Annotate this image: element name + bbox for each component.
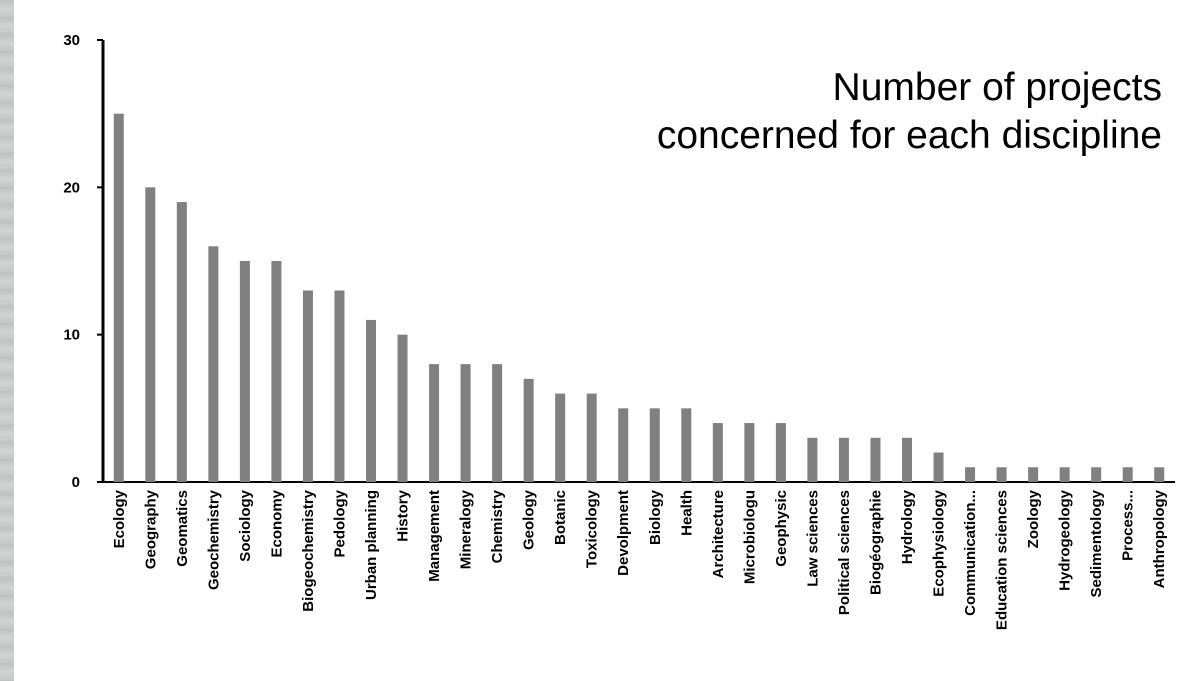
chart-axes	[101, 40, 1175, 483]
x-category-label: Communication...	[962, 490, 979, 616]
x-category-label: Process...	[1120, 490, 1137, 561]
bars	[113, 113, 1165, 483]
x-category-label: Chemistry	[489, 489, 506, 563]
bar-urban-planning	[366, 319, 376, 482]
bar-hydrogeology	[1059, 467, 1070, 482]
bar-ecophysiology	[933, 452, 944, 482]
x-category-label: Political sciences	[836, 490, 853, 615]
bar-geophysic	[775, 423, 786, 482]
x-category-label: History	[395, 489, 412, 541]
bar-history	[397, 334, 408, 482]
x-category-label: Geochemistry	[205, 489, 222, 590]
x-category-label: Geophysic	[773, 490, 790, 567]
chart-title-line-2: concerned for each discipline	[656, 114, 1162, 157]
x-tick-labels: Ecology Geography Geomatics Geochemistry Soc…	[111, 489, 1168, 630]
bar-education-sciences	[996, 467, 1007, 482]
x-category-label: Devolpment	[615, 490, 632, 576]
y-ticks: 0 10 20 30	[63, 32, 103, 491]
x-category-label: Anthropology	[1151, 489, 1168, 588]
bar-geochemistry	[208, 246, 219, 482]
x-category-label: Biogéographie	[867, 490, 884, 595]
x-category-label: Zoology	[1025, 489, 1042, 548]
bar-chemistry	[492, 364, 503, 482]
x-category-label: Sedimentology	[1088, 489, 1105, 597]
bar-microbiologu	[744, 423, 755, 482]
bar-zoology	[1028, 467, 1039, 482]
x-category-label: Ecophysiology	[931, 489, 948, 596]
bar-geography	[145, 187, 156, 483]
bar-management	[429, 364, 440, 482]
chart-title-line-1: Number of projects	[832, 66, 1162, 109]
bar-mineralogy	[460, 364, 471, 482]
y-tick-label: 0	[72, 474, 80, 491]
bar-health	[681, 408, 692, 482]
bar-devolpment	[618, 408, 629, 482]
x-category-label: Mineralogy	[458, 489, 475, 569]
x-category-label: Botanic	[552, 490, 569, 545]
chart-title: Number of projects concerned for each di…	[657, 64, 1162, 160]
bar-anthropology	[1154, 467, 1165, 482]
x-category-label: Architecture	[710, 490, 727, 578]
bar-geology	[523, 378, 534, 482]
bar-economy	[271, 261, 282, 482]
x-category-label: Urban planning	[363, 490, 380, 600]
bar-botanic	[555, 393, 566, 482]
x-category-label: Biogeochemistry	[300, 489, 317, 611]
x-category-label: Hydrology	[899, 489, 916, 564]
bar-communication	[965, 467, 976, 482]
bar-biology	[649, 408, 660, 482]
x-category-label: Hydrogeology	[1057, 489, 1074, 590]
x-category-label: Geology	[521, 489, 538, 550]
x-category-label: Ecology	[111, 489, 128, 548]
bar-architecture	[712, 423, 723, 482]
x-category-label: Toxicology	[584, 489, 601, 568]
x-category-label: Management	[426, 490, 443, 582]
y-tick-label: 20	[63, 179, 80, 196]
x-category-label: Sociology	[237, 489, 254, 561]
bar-sedimentology	[1091, 467, 1102, 482]
y-tick-label: 10	[63, 327, 80, 344]
x-category-label: Health	[678, 490, 695, 536]
y-tick-label: 30	[63, 32, 80, 49]
x-category-label: Education sciences	[994, 490, 1011, 630]
bar-biogeochemistry	[302, 290, 313, 482]
bar-ecology	[113, 113, 124, 483]
x-category-label: Geomatics	[174, 490, 191, 567]
x-category-label: Economy	[268, 489, 285, 557]
x-category-label: Microbiologu	[741, 490, 758, 584]
bar-law-sciences	[807, 437, 818, 482]
x-category-label: Biology	[647, 489, 664, 545]
x-category-label: Geography	[142, 489, 159, 569]
bar-geomatics	[176, 202, 187, 483]
bar-pedology	[334, 290, 345, 482]
x-category-label: Law sciences	[804, 490, 821, 587]
bar-political-sciences	[838, 437, 849, 482]
bar-hydrology	[902, 437, 912, 482]
bar-toxicology	[586, 393, 597, 482]
bar-biog-ographie	[870, 437, 881, 482]
bar-sociology	[239, 261, 250, 482]
x-category-label: Pedology	[331, 489, 348, 557]
bar-process	[1122, 467, 1133, 482]
